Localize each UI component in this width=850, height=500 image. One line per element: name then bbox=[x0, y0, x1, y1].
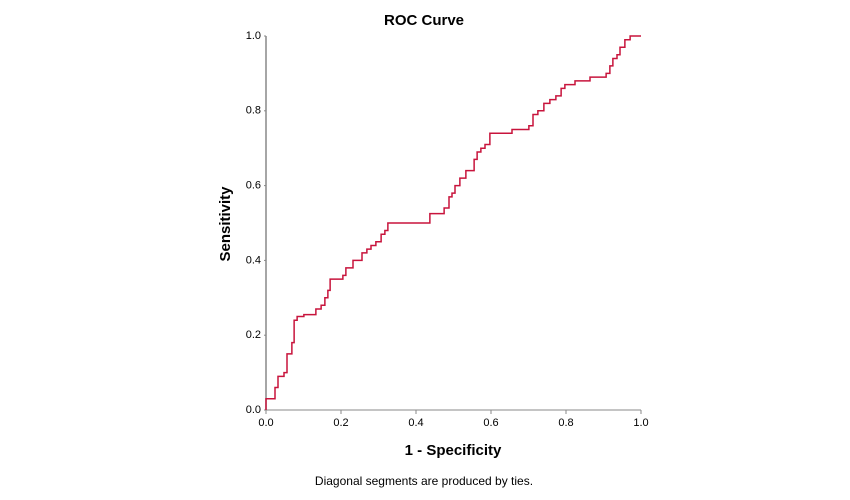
x-tick-label: 0.4 bbox=[408, 417, 423, 429]
x-tick-label: 0.6 bbox=[483, 417, 498, 429]
y-tick-label: 0.4 bbox=[246, 254, 261, 266]
x-tick-label: 0.8 bbox=[558, 417, 573, 429]
x-tick-label: 1.0 bbox=[633, 417, 648, 429]
y-tick-label: 1.0 bbox=[246, 30, 261, 42]
footnote: Diagonal segments are produced by ties. bbox=[315, 474, 533, 488]
x-axis-label: 1 - Specificity bbox=[405, 442, 502, 459]
y-tick-label: 0.8 bbox=[246, 105, 261, 117]
y-tick-label: 0.0 bbox=[246, 404, 261, 416]
x-tick-label: 0.2 bbox=[333, 417, 348, 429]
x-tick-label: 0.0 bbox=[258, 417, 273, 429]
y-tick-label: 0.6 bbox=[246, 180, 261, 192]
y-tick-label: 0.2 bbox=[246, 329, 261, 341]
chart-title: ROC Curve bbox=[384, 12, 464, 29]
y-axis-label: Sensitivity bbox=[217, 186, 234, 262]
roc-line bbox=[265, 35, 641, 410]
